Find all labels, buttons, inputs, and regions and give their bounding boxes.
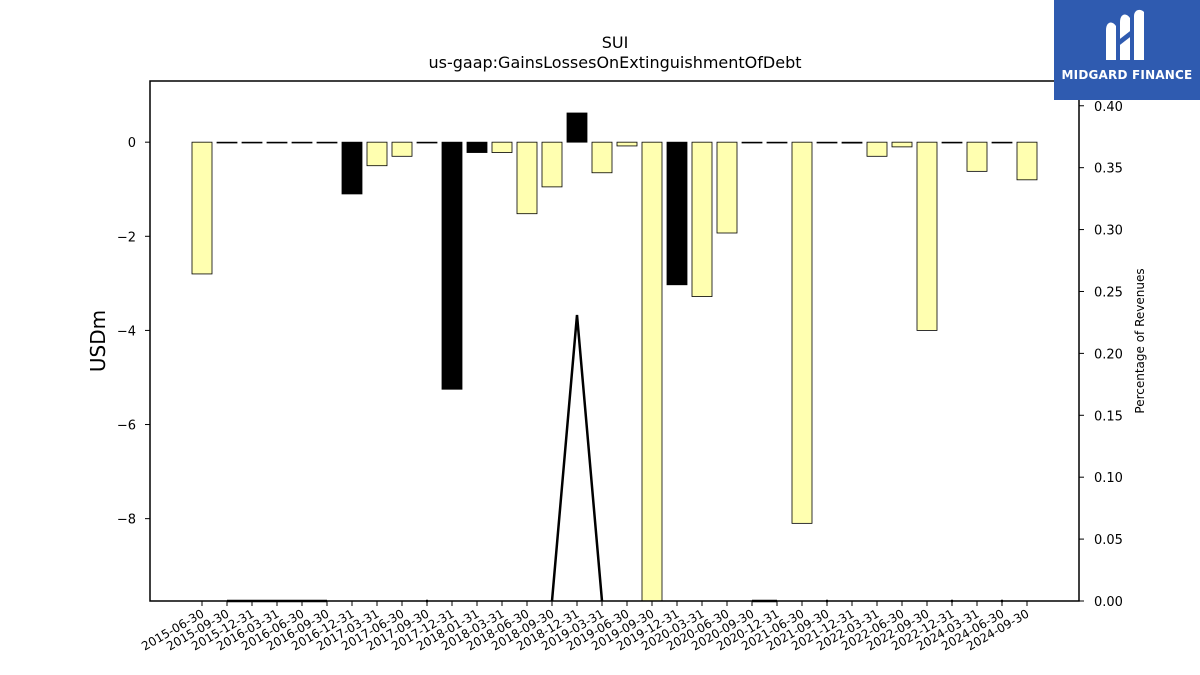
y-right-tick-label: 0.05 [1094, 533, 1123, 548]
chart-title: SUI [602, 33, 629, 52]
percentage-line [227, 314, 1003, 603]
bar [391, 141, 413, 157]
bar [791, 141, 813, 524]
bar [616, 141, 638, 147]
bar [766, 141, 788, 144]
bars [191, 112, 1038, 602]
y-tick-label: −2 [117, 230, 136, 245]
bar [566, 112, 588, 143]
y-right-tick-label: 0.15 [1094, 409, 1123, 424]
y-tick-label: −4 [117, 324, 136, 339]
percentage-line-segment [550, 314, 604, 602]
bar [641, 141, 663, 602]
bar [716, 141, 738, 234]
bar [741, 141, 763, 144]
bar [441, 141, 463, 390]
bar [591, 141, 613, 174]
midgard-finance-logo: MIDGARD FINANCE [1054, 0, 1200, 100]
chart-subtitle: us-gaap:GainsLossesOnExtinguishmentOfDeb… [428, 53, 801, 72]
bar [666, 141, 688, 286]
y-right-tick-label: 0.10 [1094, 471, 1123, 486]
bar [866, 141, 888, 157]
y-right-tick-label: 0.35 [1094, 162, 1123, 177]
bar [341, 141, 363, 195]
bar [691, 141, 713, 297]
bar [216, 141, 238, 144]
logo-text: MIDGARD FINANCE [1061, 68, 1193, 82]
bar [241, 141, 263, 144]
y-right-tick-label: 0.25 [1094, 285, 1123, 300]
x-axis: 2015-06-302015-09-302015-12-312016-03-31… [139, 601, 1032, 653]
y-axis-right: 0.00 0.05 0.10 0.15 0.20 0.25 0.30 0.35 0.40 [1079, 100, 1123, 610]
plot-frame [149, 80, 1080, 602]
bar [916, 141, 938, 331]
bar [416, 141, 438, 144]
bar [541, 141, 563, 188]
bar [266, 141, 288, 144]
y-tick-label: −6 [117, 419, 136, 434]
bar [291, 141, 313, 144]
y-right-tick-label: 0.40 [1094, 100, 1123, 115]
y-right-tick-label: 0.30 [1094, 224, 1123, 239]
y-axis-left: 0 −2 −4 −6 −8 [117, 136, 150, 528]
y-tick-label: −8 [117, 513, 136, 528]
bar [1016, 141, 1038, 181]
bar [991, 141, 1013, 144]
bar [466, 141, 488, 153]
bar [191, 141, 213, 275]
y-right-tick-label: 0.20 [1094, 347, 1123, 362]
bar [891, 141, 913, 148]
y-tick-label: 0 [128, 136, 136, 151]
bar [516, 141, 538, 215]
bar [816, 141, 838, 144]
midgard-m-icon [1106, 9, 1144, 60]
bar [366, 141, 388, 167]
bar [941, 141, 963, 144]
bar [491, 141, 513, 153]
y-axis-label-right: Percentage of Revenues [1133, 268, 1147, 413]
bar [966, 141, 988, 172]
y-axis-label-left: USDm [86, 310, 110, 372]
bar [316, 141, 338, 144]
bar [841, 141, 863, 144]
y-right-tick-label: 0.00 [1094, 595, 1123, 610]
